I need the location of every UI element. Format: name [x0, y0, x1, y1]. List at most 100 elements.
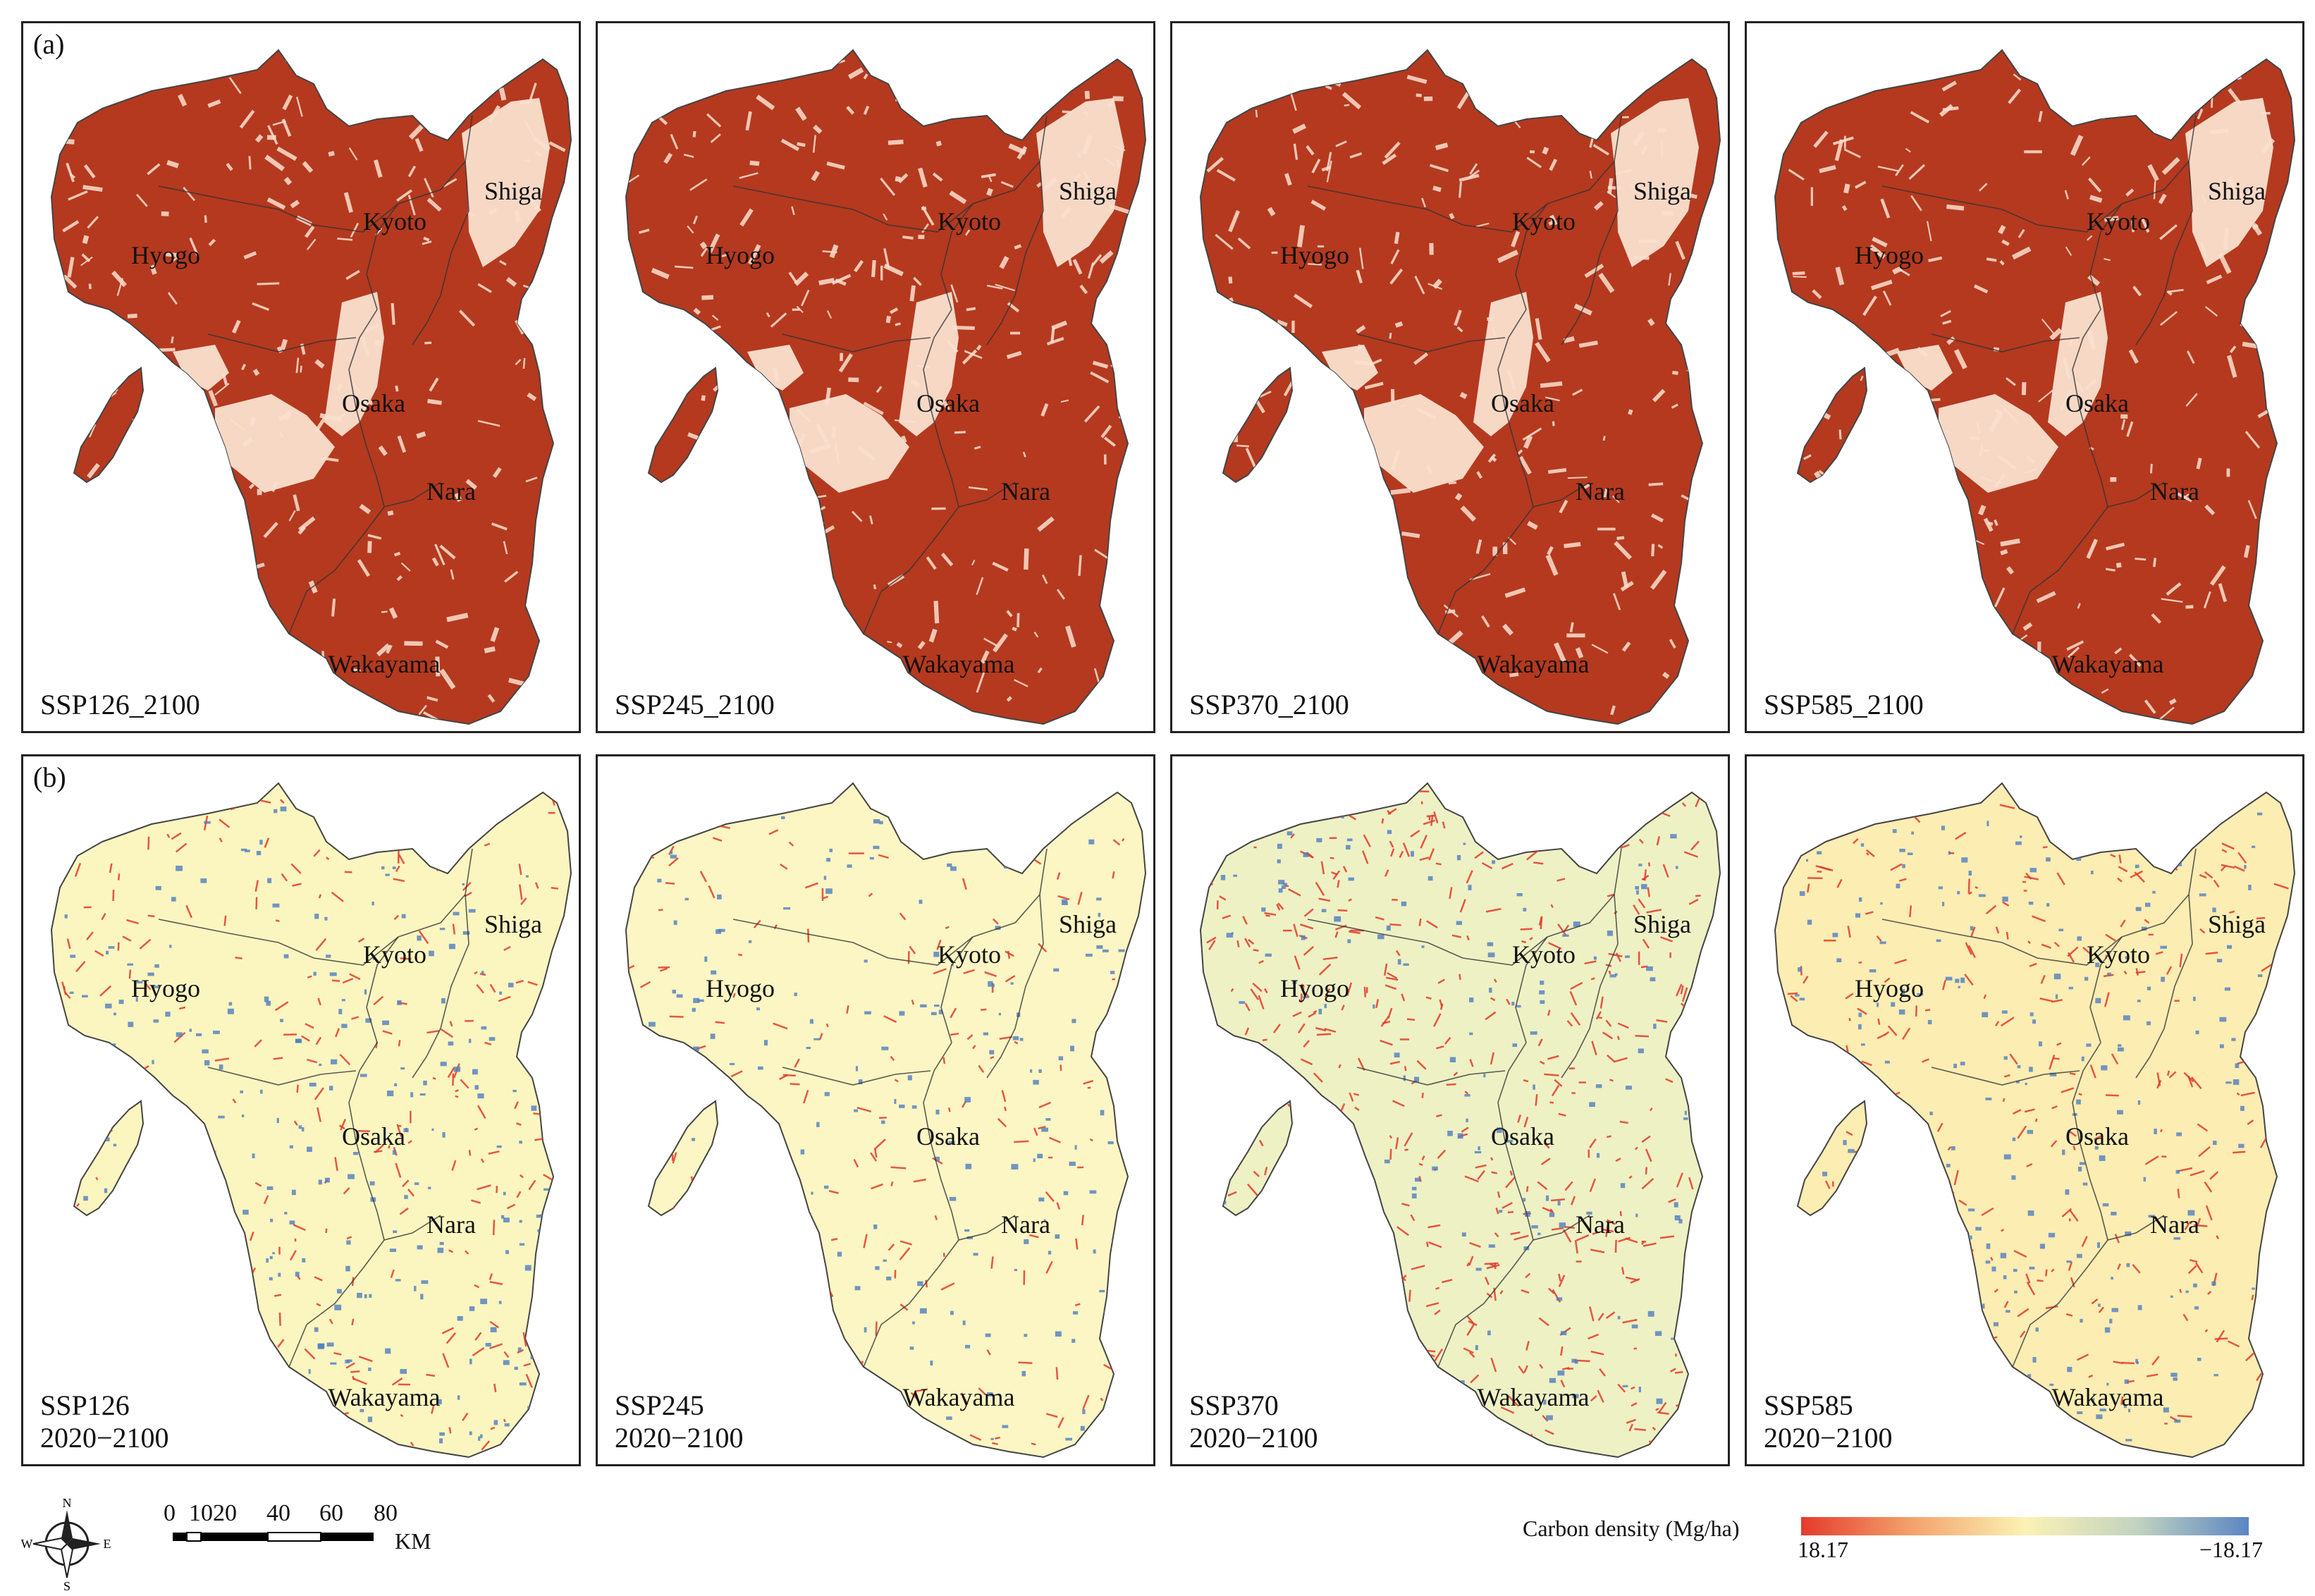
region-label-nara: Nara [1576, 477, 1625, 505]
prefecture-borders [1307, 848, 1622, 1368]
region-label-wakayama: Wakayama [1477, 650, 1589, 678]
region-label-shiga: Shiga [1059, 177, 1117, 205]
region-label-hyogo: Hyogo [1855, 241, 1924, 269]
panel-a-1: Shiga Kyoto Hyogo Osaka Nara Wakayama (a) SSP… [21, 21, 581, 733]
region-label-wakayama: Wakayama [328, 650, 440, 678]
land-mass [1199, 782, 1721, 1459]
region-label-shiga: Shiga [2208, 177, 2266, 205]
region-label-hyogo: Hyogo [131, 241, 200, 269]
scale-unit: KM [395, 1528, 431, 1554]
panel-caption: SSP585 2020−2100 [1764, 1389, 1893, 1454]
map-svg: Shiga Kyoto Hyogo Osaka Nara Wakayama [1774, 49, 2296, 725]
panel-a-2: Shiga Kyoto Hyogo Osaka Nara Wakayama SSP245_… [596, 21, 1155, 733]
compass-w: W [21, 1537, 33, 1551]
map-svg: Shiga Kyoto Hyogo Osaka Nara Wakayama [1774, 782, 2296, 1459]
scale-tick-60: 60 [319, 1500, 343, 1526]
panel-b-1: Shiga Kyoto Hyogo Osaka Nara Wakayama (b) SSP… [21, 754, 581, 1466]
land-mass [625, 782, 1147, 1459]
region-label-osaka: Osaka [342, 389, 405, 417]
region-label-nara: Nara [426, 477, 476, 505]
region-label-shiga: Shiga [484, 177, 542, 205]
legend-min-label: 18.17 [1798, 1537, 1848, 1562]
compass-e: E [104, 1537, 111, 1551]
scale-tick-10: 10 [189, 1500, 213, 1526]
panel-tag-a: (a) [33, 28, 65, 60]
scale-tick-80: 80 [374, 1500, 398, 1526]
region-label-wakayama: Wakayama [328, 1383, 440, 1411]
panel-caption: SSP370_2100 [1189, 689, 1349, 720]
region-label-osaka: Osaka [1491, 389, 1554, 417]
prefecture-borders [158, 115, 473, 634]
region-label-kyoto: Kyoto [938, 207, 1001, 235]
map-svg: Shiga Kyoto Hyogo Osaka Nara Wakayama [625, 782, 1147, 1459]
scale-tick-40: 40 [266, 1500, 290, 1526]
region-label-nara: Nara [426, 1210, 476, 1239]
region-label-wakayama: Wakayama [902, 650, 1014, 678]
prefecture-borders [1881, 115, 2197, 634]
panel-a-3: Shiga Kyoto Hyogo Osaka Nara Wakayama SSP370_… [1170, 21, 1730, 733]
region-label-wakayama: Wakayama [902, 1383, 1014, 1411]
region-label-shiga: Shiga [2208, 910, 2266, 938]
region-label-hyogo: Hyogo [131, 974, 200, 1002]
prefecture-borders [732, 848, 1048, 1368]
region-label-hyogo: Hyogo [706, 974, 775, 1002]
legend-colorbar [1801, 1517, 2249, 1535]
panel-b-4: Shiga Kyoto Hyogo Osaka Nara Wakayama SSP585 2… [1745, 754, 2304, 1466]
map-svg: Shiga Kyoto Hyogo Osaka Nara Wakayama [50, 49, 572, 725]
region-label-kyoto: Kyoto [2087, 207, 2150, 235]
region-label-osaka: Osaka [2065, 389, 2129, 417]
region-label-kyoto: Kyoto [363, 207, 426, 235]
panel-caption: SSP126 2020−2100 [40, 1389, 169, 1454]
panel-b-3: Shiga Kyoto Hyogo Osaka Nara Wakayama SSP370 2… [1170, 754, 1730, 1466]
compass-n: N [63, 1496, 72, 1510]
panel-caption: SSP126_2100 [40, 689, 200, 720]
region-label-hyogo: Hyogo [1855, 974, 1924, 1002]
panel-b-2: Shiga Kyoto Hyogo Osaka Nara Wakayama SSP245 2… [596, 754, 1155, 1466]
panel-caption: SSP585_2100 [1764, 689, 1924, 720]
prefecture-borders [1307, 115, 1622, 634]
panel-tag-b: (b) [33, 761, 66, 793]
region-label-nara: Nara [2150, 477, 2199, 505]
prefecture-borders [158, 848, 473, 1368]
region-label-hyogo: Hyogo [706, 241, 775, 269]
compass-s: S [63, 1579, 70, 1593]
land-mass [1774, 782, 2296, 1459]
region-label-kyoto: Kyoto [2087, 940, 2150, 969]
region-label-kyoto: Kyoto [1512, 940, 1576, 969]
panel-a-4: Shiga Kyoto Hyogo Osaka Nara Wakayama SSP585_… [1745, 21, 2304, 733]
legend-title: Carbon density (Mg/ha) [1523, 1516, 1740, 1541]
scale-tick-20: 20 [213, 1500, 237, 1526]
region-label-wakayama: Wakayama [2051, 650, 2163, 678]
region-label-shiga: Shiga [1633, 910, 1691, 938]
compass-rose: N S E W [21, 1496, 111, 1593]
panel-caption: SSP370 2020−2100 [1189, 1389, 1318, 1454]
region-label-nara: Nara [1576, 1210, 1625, 1239]
panel-caption: SSP245_2100 [615, 689, 775, 720]
region-label-hyogo: Hyogo [1280, 974, 1349, 1002]
region-label-kyoto: Kyoto [938, 940, 1001, 969]
map-svg: Shiga Kyoto Hyogo Osaka Nara Wakayama [625, 49, 1147, 725]
land-mass [1774, 49, 2296, 725]
prefecture-borders [1881, 848, 2197, 1368]
scale-tick-0: 0 [164, 1500, 176, 1526]
map-svg: Shiga Kyoto Hyogo Osaka Nara Wakayama [1199, 49, 1721, 725]
region-label-nara: Nara [1001, 477, 1050, 505]
prefecture-borders [732, 115, 1048, 634]
region-label-shiga: Shiga [484, 910, 542, 938]
region-label-kyoto: Kyoto [363, 940, 426, 969]
land-mass [50, 782, 572, 1459]
map-svg: Shiga Kyoto Hyogo Osaka Nara Wakayama [1199, 782, 1721, 1459]
region-label-wakayama: Wakayama [1477, 1383, 1589, 1411]
panel-caption: SSP245 2020−2100 [615, 1389, 744, 1454]
scale-bar [173, 1532, 374, 1542]
region-label-osaka: Osaka [342, 1122, 405, 1150]
map-svg: Shiga Kyoto Hyogo Osaka Nara Wakayama [50, 782, 572, 1459]
region-label-osaka: Osaka [1491, 1122, 1554, 1150]
region-label-hyogo: Hyogo [1280, 241, 1349, 269]
legend-max-label: −18.17 [2199, 1537, 2264, 1562]
region-label-osaka: Osaka [2065, 1122, 2129, 1150]
region-label-nara: Nara [2150, 1210, 2199, 1239]
region-label-kyoto: Kyoto [1512, 207, 1576, 235]
region-label-wakayama: Wakayama [2051, 1383, 2163, 1411]
map-texture [1202, 59, 1709, 722]
